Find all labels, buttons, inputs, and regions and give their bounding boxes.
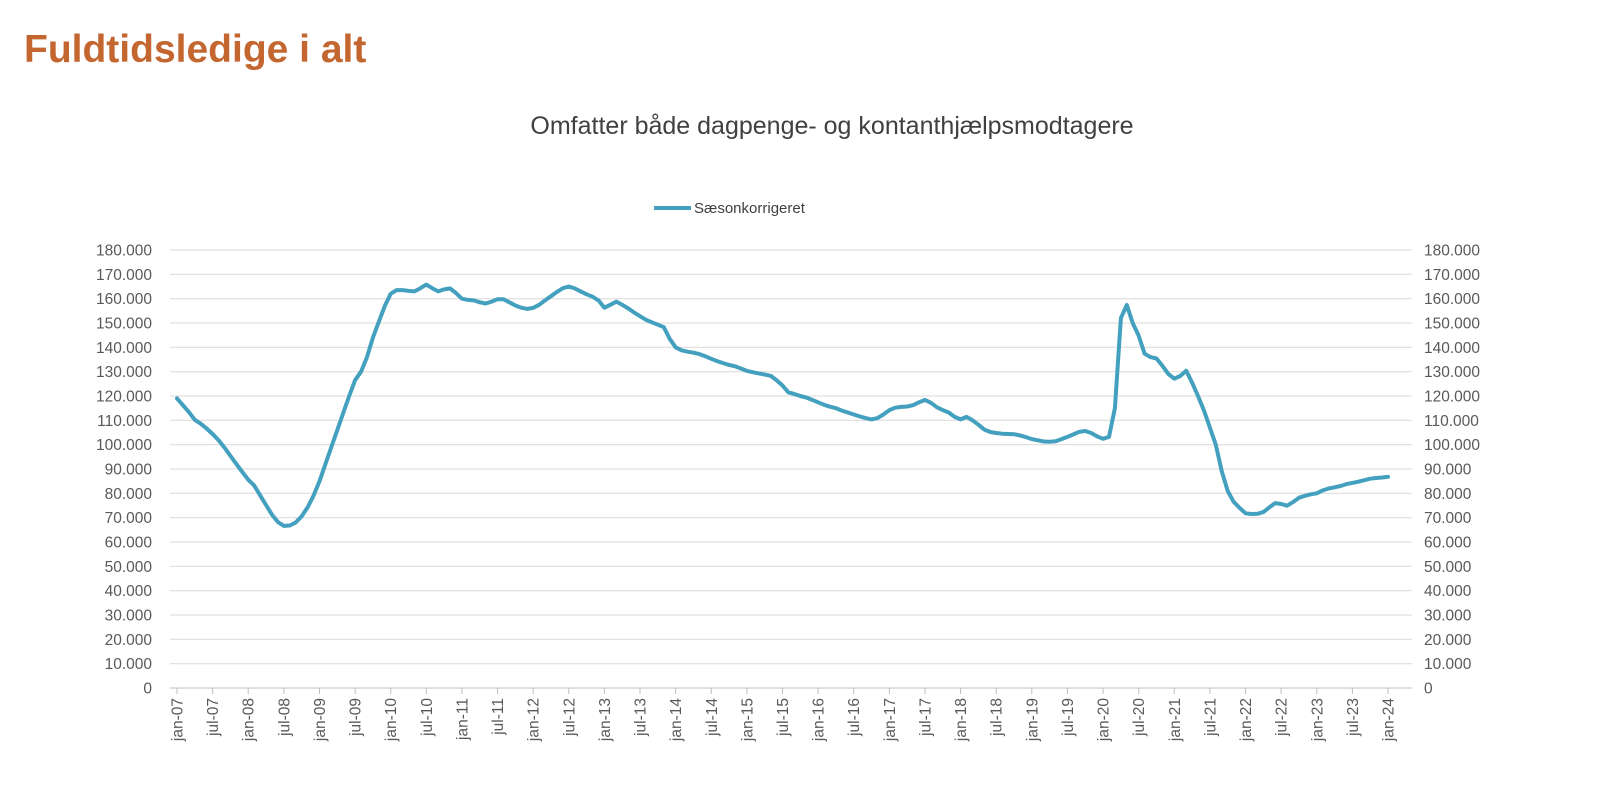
- y-axis-label-left: 50.000: [105, 559, 153, 576]
- legend-label: Sæsonkorrigeret: [694, 199, 805, 217]
- y-axis-label-left: 150.000: [96, 316, 152, 333]
- y-axis-label-left: 100.000: [96, 437, 152, 454]
- x-axis-label: jan-07: [170, 698, 187, 742]
- page-title: Fuldtidsledige i alt: [24, 28, 367, 71]
- y-axis-label-left: 160.000: [96, 291, 152, 308]
- y-axis-label-left: 30.000: [105, 608, 153, 625]
- x-axis-label: jul-21: [1202, 698, 1219, 737]
- x-axis-label: jul-09: [348, 698, 365, 737]
- y-axis-label-left: 40.000: [105, 583, 153, 600]
- y-axis-label-right: 70.000: [1424, 510, 1472, 527]
- y-axis-label-right: 110.000: [1424, 413, 1479, 430]
- y-axis-label-right: 180.000: [1424, 243, 1480, 260]
- x-axis-label: jul-10: [419, 698, 436, 737]
- y-axis-label-right: 10.000: [1424, 656, 1472, 673]
- x-axis-label: jul-15: [775, 698, 792, 737]
- x-axis-label: jul-13: [633, 698, 650, 737]
- x-axis-label: jan-15: [739, 698, 756, 742]
- y-axis-label-right: 170.000: [1424, 267, 1480, 284]
- x-axis-label: jan-20: [1096, 698, 1113, 742]
- y-axis-label-left: 180.000: [96, 243, 152, 260]
- y-axis-label-right: 100.000: [1424, 437, 1480, 454]
- x-axis-label: jan-10: [383, 698, 400, 742]
- x-axis-label: jul-18: [989, 698, 1006, 737]
- y-axis-label-right: 160.000: [1424, 291, 1480, 308]
- x-axis-label: jul-11: [490, 698, 507, 736]
- y-axis-label-right: 20.000: [1424, 632, 1472, 649]
- legend: Sæsonkorrigeret: [654, 199, 805, 217]
- x-axis-label: jul-08: [276, 698, 293, 737]
- legend-line-swatch: [654, 206, 691, 210]
- y-axis-label-right: 140.000: [1424, 340, 1480, 357]
- y-axis-label-left: 20.000: [105, 632, 153, 649]
- y-axis-label-right: 50.000: [1424, 559, 1472, 576]
- x-axis-label: jan-19: [1024, 698, 1041, 742]
- x-axis-label: jul-16: [846, 698, 863, 737]
- x-axis-label: jul-17: [918, 698, 935, 737]
- y-axis-label-left: 70.000: [105, 510, 153, 527]
- x-axis-label: jan-14: [668, 698, 685, 742]
- series-line: [175, 282, 1390, 528]
- x-axis-label: jul-23: [1345, 698, 1362, 737]
- x-axis-label: jan-13: [597, 698, 614, 742]
- y-axis-label-left: 10.000: [105, 656, 153, 673]
- y-axis-label-left: 60.000: [105, 535, 153, 552]
- x-axis-label: jan-23: [1309, 698, 1326, 742]
- y-axis-label-left: 80.000: [105, 486, 153, 503]
- x-axis-label: jan-21: [1167, 698, 1184, 742]
- y-axis-label-right: 40.000: [1424, 583, 1472, 600]
- x-axis-label: jul-12: [561, 698, 578, 737]
- x-axis-label: jan-22: [1238, 698, 1255, 742]
- x-axis-label: jan-18: [953, 698, 970, 742]
- chart-title: Omfatter både dagpenge- og kontanthjælps…: [530, 112, 1134, 140]
- x-axis-label: jan-17: [882, 698, 899, 742]
- x-axis-label: jan-24: [1381, 698, 1398, 742]
- y-axis-label-right: 120.000: [1424, 389, 1480, 406]
- x-axis-label: jul-14: [704, 698, 721, 737]
- x-axis-label: jan-16: [811, 698, 828, 742]
- y-axis-label-right: 90.000: [1424, 462, 1472, 479]
- x-axis-label: jul-19: [1060, 698, 1077, 737]
- y-axis-label-left: 130.000: [96, 364, 152, 381]
- x-axis-label: jan-12: [526, 698, 543, 742]
- y-axis-label-left: 170.000: [96, 267, 152, 284]
- y-axis-label-left: 90.000: [105, 462, 153, 479]
- y-axis-label-right: 130.000: [1424, 364, 1480, 381]
- x-axis-label: jan-11: [454, 698, 471, 741]
- y-axis-label-right: 150.000: [1424, 316, 1480, 333]
- y-axis-label-left: 0: [143, 681, 152, 698]
- y-axis-label-right: 80.000: [1424, 486, 1472, 503]
- x-axis-label: jul-07: [205, 698, 222, 737]
- x-axis-label: jan-09: [312, 698, 329, 742]
- x-axis-label: jul-20: [1131, 698, 1148, 737]
- x-axis-label: jan-08: [241, 698, 258, 742]
- y-axis-label-right: 0: [1424, 681, 1433, 698]
- y-axis-label-left: 120.000: [96, 389, 152, 406]
- x-axis-label: jul-22: [1274, 698, 1291, 737]
- y-axis-label-left: 110.000: [97, 413, 152, 430]
- y-axis-label-left: 140.000: [96, 340, 152, 357]
- y-axis-label-right: 60.000: [1424, 535, 1472, 552]
- y-axis-label-right: 30.000: [1424, 608, 1472, 625]
